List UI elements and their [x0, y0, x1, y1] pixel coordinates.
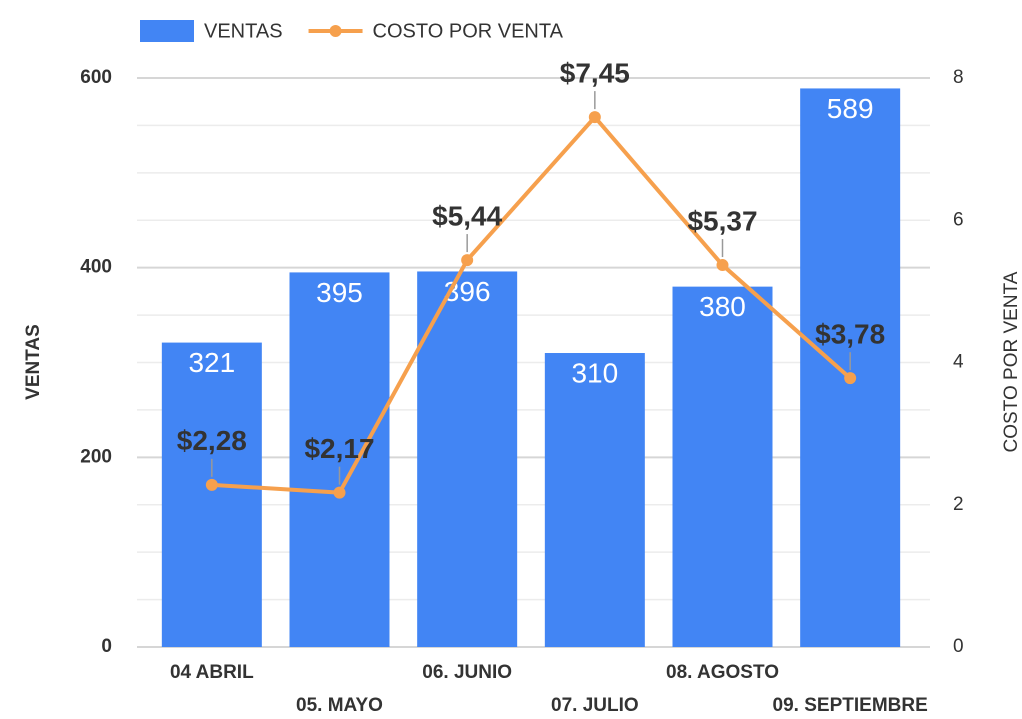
x-tick-label: 04 ABRIL — [170, 662, 254, 683]
x-tick-label: 06. JUNIO — [422, 662, 512, 683]
bar-value-label: 310 — [571, 357, 618, 388]
line-point — [716, 259, 729, 272]
y-tick-label: 200 — [80, 446, 112, 467]
y2-tick-label: 0 — [953, 636, 964, 657]
x-tick-label: 05. MAYO — [296, 695, 383, 716]
y2-tick-label: 8 — [953, 67, 964, 88]
x-tick-label: 09. SEPTIEMBRE — [773, 695, 928, 716]
bar-value-label: 395 — [316, 277, 363, 308]
bar-value-label: 321 — [188, 347, 235, 378]
legend-label: COSTO POR VENTA — [373, 20, 564, 42]
bar — [672, 286, 773, 647]
line-value-label: $5,44 — [432, 200, 502, 231]
y2-tick-label: 6 — [953, 209, 964, 230]
legend-label: VENTAS — [204, 20, 283, 42]
bar — [417, 271, 518, 647]
y-axis-title: VENTAS — [23, 324, 44, 400]
line-point — [205, 478, 218, 491]
line-point — [844, 372, 857, 385]
line-value-label: $7,45 — [560, 58, 630, 89]
bar — [544, 353, 645, 647]
x-tick-label: 08. AGOSTO — [666, 662, 779, 683]
bar — [289, 272, 390, 647]
y2-tick-label: 4 — [953, 352, 964, 373]
line-point — [333, 486, 346, 499]
legend-swatch — [140, 20, 194, 42]
line-value-label: $3,78 — [815, 319, 885, 350]
legend-swatch-dot — [329, 25, 342, 37]
line-point — [588, 111, 601, 124]
line-value-label: $2,28 — [177, 425, 247, 456]
bar-value-label: 589 — [827, 93, 874, 124]
y2-axis-title: COSTO POR VENTA — [1001, 271, 1022, 452]
bar — [161, 342, 262, 647]
line — [211, 114, 852, 495]
line-point — [461, 254, 474, 267]
x-tick-label: 07. JULIO — [551, 695, 639, 716]
y-tick-label: 0 — [101, 636, 112, 657]
line-value-label: $2,17 — [304, 433, 374, 464]
y-tick-label: 400 — [80, 257, 112, 278]
line-value-label: $5,37 — [687, 205, 757, 236]
y-tick-label: 600 — [80, 67, 112, 88]
y2-tick-label: 2 — [953, 494, 964, 515]
bar-value-label: 380 — [699, 291, 746, 322]
